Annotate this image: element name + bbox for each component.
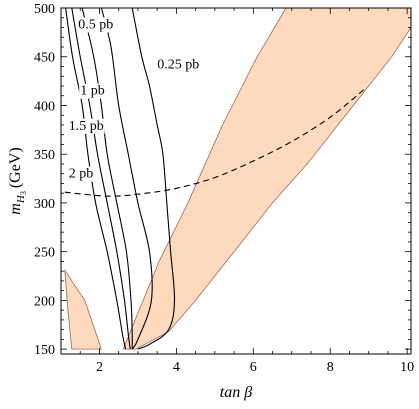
contour-label-bg-2 (67, 118, 105, 134)
x-tick-label: 2 (96, 360, 103, 375)
x-tick-label: 6 (250, 360, 257, 375)
contour-line-5 (131, 7, 176, 350)
y-tick-label: 250 (34, 246, 55, 261)
contour-labels: 2 pb 1.5 pb 1 pb 0.5 pb 0.25 pb (67, 17, 201, 182)
y-tick-label: 500 (34, 2, 55, 17)
contour-lines (64, 7, 366, 350)
y-tick-label: 400 (34, 99, 55, 114)
excluded-regions (64, 7, 412, 350)
contour-label-5: 0.25 pb (157, 57, 199, 72)
contour-label-2: 1.5 pb (69, 119, 104, 134)
contour-label-1: 2 pb (69, 167, 94, 182)
y-tick-label: 450 (34, 51, 55, 66)
y-tick-label: 350 (34, 148, 55, 163)
contour-line-1 (65, 7, 127, 350)
y-axis-label: mH3 (GeV) (7, 147, 28, 214)
y-axis-label-sub: H (15, 194, 27, 204)
contour-label-4: 0.5 pb (78, 18, 113, 33)
contour-label-bg-3 (79, 83, 106, 99)
contour-label-bg-4 (77, 17, 115, 33)
y-tick-label: 200 (34, 294, 55, 309)
contour-label-3: 1 pb (80, 84, 105, 99)
x-axis-label: tan β (220, 384, 252, 401)
x-tick-label: 8 (327, 360, 334, 375)
y-axis-label-m: m (7, 203, 24, 215)
x-tick-label: 10 (400, 360, 414, 375)
contour-label-bg-1 (67, 166, 95, 182)
contour-label-bg-5 (156, 57, 201, 73)
y-tick-label: 300 (34, 197, 55, 212)
x-tick-label: 4 (173, 360, 180, 375)
plot-frame (60, 7, 412, 355)
y-tick-label: 150 (34, 343, 55, 358)
contour-line-2 (71, 7, 131, 350)
contour-line-3 (81, 7, 133, 350)
dashed-curve (64, 88, 366, 197)
shaded-region-2 (122, 7, 412, 350)
shaded-region-1 (64, 268, 102, 350)
y-axis-label-subsub: 3 (19, 191, 28, 195)
y-axis-label-unit: (GeV) (7, 147, 24, 188)
axis-ticks: 2 4 6 8 10 150 200 250 300 350 400 450 500 (34, 2, 414, 375)
contour-line-4 (100, 7, 153, 350)
